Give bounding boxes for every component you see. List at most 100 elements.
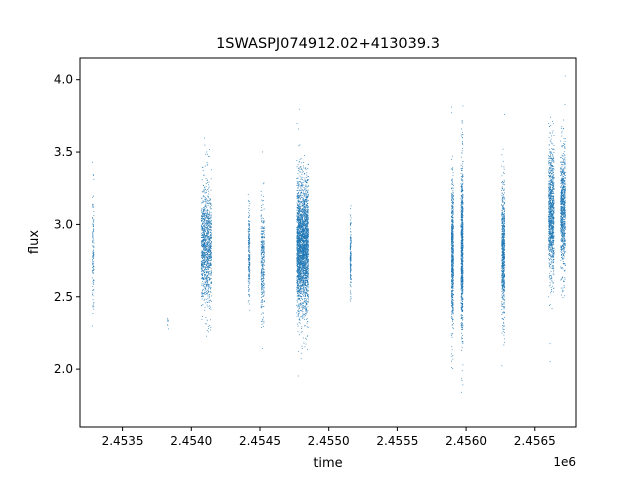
data-point	[451, 219, 453, 220]
data-point	[263, 242, 265, 244]
data-point	[301, 259, 303, 260]
data-point	[302, 224, 304, 225]
data-point	[207, 274, 209, 276]
data-point	[298, 227, 300, 229]
data-point	[210, 203, 211, 205]
data-point	[304, 289, 306, 291]
data-point	[210, 278, 212, 279]
data-point	[302, 250, 304, 252]
data-point	[263, 284, 265, 285]
data-point	[298, 251, 300, 252]
data-point	[297, 218, 298, 220]
data-point	[306, 208, 308, 210]
data-point	[249, 262, 250, 264]
data-point	[304, 270, 305, 271]
data-point	[302, 232, 303, 234]
data-point	[263, 272, 265, 273]
data-point	[299, 237, 300, 239]
data-point	[298, 263, 300, 265]
data-point	[307, 196, 309, 198]
data-point	[299, 291, 301, 293]
data-point	[206, 222, 208, 224]
data-point	[306, 275, 308, 277]
data-point	[299, 189, 301, 191]
data-point	[204, 199, 206, 201]
data-point	[305, 234, 307, 236]
data-point	[202, 277, 204, 279]
data-point	[304, 265, 306, 267]
data-point	[262, 306, 264, 307]
data-point	[299, 218, 300, 220]
data-point	[264, 251, 265, 253]
data-point	[202, 213, 204, 214]
data-point	[296, 196, 298, 198]
data-point	[208, 255, 210, 257]
data-point	[306, 216, 308, 218]
data-point	[206, 278, 208, 279]
data-point	[301, 345, 303, 347]
data-point	[201, 218, 203, 219]
data-point	[306, 181, 308, 183]
data-point	[209, 266, 210, 268]
data-point	[204, 236, 206, 238]
data-point	[201, 223, 203, 225]
data-point	[307, 251, 309, 253]
data-point	[262, 246, 264, 247]
data-point	[262, 241, 264, 243]
data-point	[307, 220, 309, 222]
data-point	[298, 210, 300, 212]
data-point	[297, 128, 299, 130]
data-point	[304, 251, 306, 253]
data-point	[263, 264, 265, 266]
data-point	[303, 286, 305, 288]
data-point	[206, 195, 208, 197]
data-point	[303, 307, 305, 309]
data-point	[210, 212, 212, 213]
data-point	[350, 251, 352, 253]
data-point	[300, 256, 302, 258]
data-point	[306, 255, 308, 256]
data-point	[300, 220, 302, 222]
data-point	[300, 201, 302, 203]
data-point	[302, 261, 304, 263]
data-point	[248, 255, 250, 257]
data-point	[296, 235, 298, 237]
data-point	[298, 277, 299, 279]
data-point	[451, 230, 453, 232]
data-point	[451, 204, 453, 206]
data-point	[303, 305, 305, 307]
data-point	[261, 255, 263, 257]
data-point	[202, 294, 204, 296]
data-point	[203, 229, 204, 231]
data-point	[247, 285, 249, 286]
data-point	[210, 248, 211, 250]
data-point	[305, 266, 307, 267]
data-point	[206, 227, 208, 229]
data-point	[301, 306, 303, 308]
data-point	[206, 277, 207, 279]
data-point	[296, 226, 298, 228]
data-point	[299, 208, 301, 209]
data-point	[298, 223, 299, 224]
data-point	[305, 224, 307, 226]
data-point	[305, 220, 307, 222]
data-point	[207, 266, 209, 268]
data-point	[92, 217, 93, 219]
data-point	[306, 248, 308, 249]
data-point	[307, 299, 309, 301]
data-point	[450, 296, 452, 297]
data-point	[350, 266, 352, 268]
data-point	[302, 185, 304, 186]
data-point	[451, 200, 453, 202]
data-point	[296, 262, 298, 264]
data-point	[297, 222, 298, 223]
data-point	[304, 293, 306, 295]
data-point	[304, 238, 306, 240]
data-point	[299, 265, 300, 266]
data-point	[207, 213, 209, 215]
data-point	[261, 259, 263, 261]
data-point	[307, 210, 309, 212]
data-point	[204, 309, 206, 311]
data-point	[260, 285, 262, 287]
data-point	[304, 186, 306, 188]
